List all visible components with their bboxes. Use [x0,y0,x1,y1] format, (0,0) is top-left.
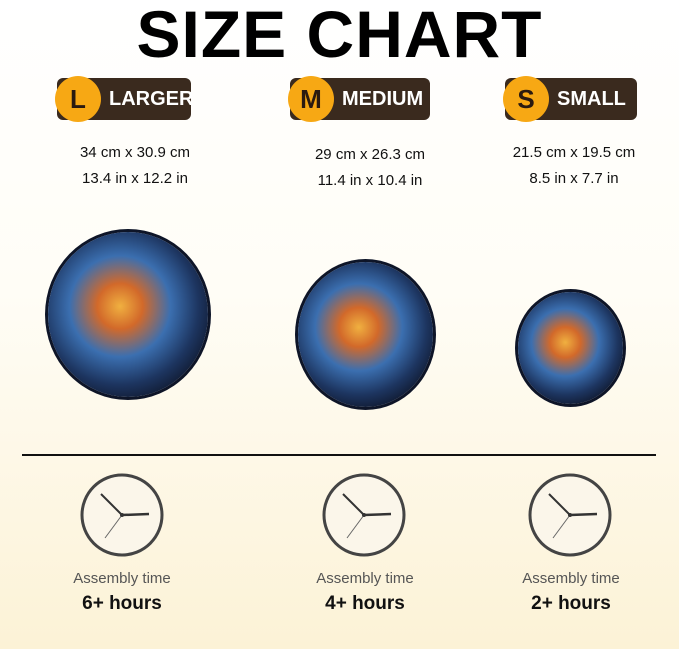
clock-icon [528,473,612,557]
dimension-in: 11.4 in x 10.4 in [317,172,423,189]
assembly-time: 2+ hours [531,593,611,614]
size-badge-medium: M MEDIUM [288,76,430,122]
size-label: LARGER [109,87,194,110]
dimension-cm: 34 cm x 30.9 cm [79,144,191,161]
dimension-cm: 21.5 cm x 19.5 cm [512,144,636,161]
dimensions-small: 21.5 cm x 19.5 cm 8.5 in x 7.7 in [474,140,674,192]
size-letter: M [288,76,334,122]
assembly-label: Assembly time [522,570,620,587]
wolf-puzzle-image-small [518,292,623,404]
wolf-puzzle-image-medium [298,262,433,407]
size-badge-large: L LARGER [55,76,194,122]
clock-icon [322,473,406,557]
assembly-label: Assembly time [73,570,171,587]
size-label: MEDIUM [342,87,424,110]
assembly-time: 6+ hours [82,593,162,614]
wolf-puzzle-image-large [48,232,208,397]
size-letter: S [503,76,549,122]
dimensions-medium: 29 cm x 26.3 cm 11.4 in x 10.4 in [270,142,470,194]
dimension-in: 8.5 in x 7.7 in [529,170,619,187]
assembly-label: Assembly time [316,570,414,587]
assembly-time: 4+ hours [325,593,405,614]
clock-icon [80,473,164,557]
size-letter: L [55,76,101,122]
divider [22,454,656,456]
size-badge-small: S SMALL [503,76,637,122]
size-label: SMALL [557,87,626,110]
dimension-cm: 29 cm x 26.3 cm [314,146,426,163]
dimensions-large: 34 cm x 30.9 cm 13.4 in x 12.2 in [35,140,235,192]
page-title: SIZE CHART [136,0,543,71]
dimension-in: 13.4 in x 12.2 in [82,170,188,187]
